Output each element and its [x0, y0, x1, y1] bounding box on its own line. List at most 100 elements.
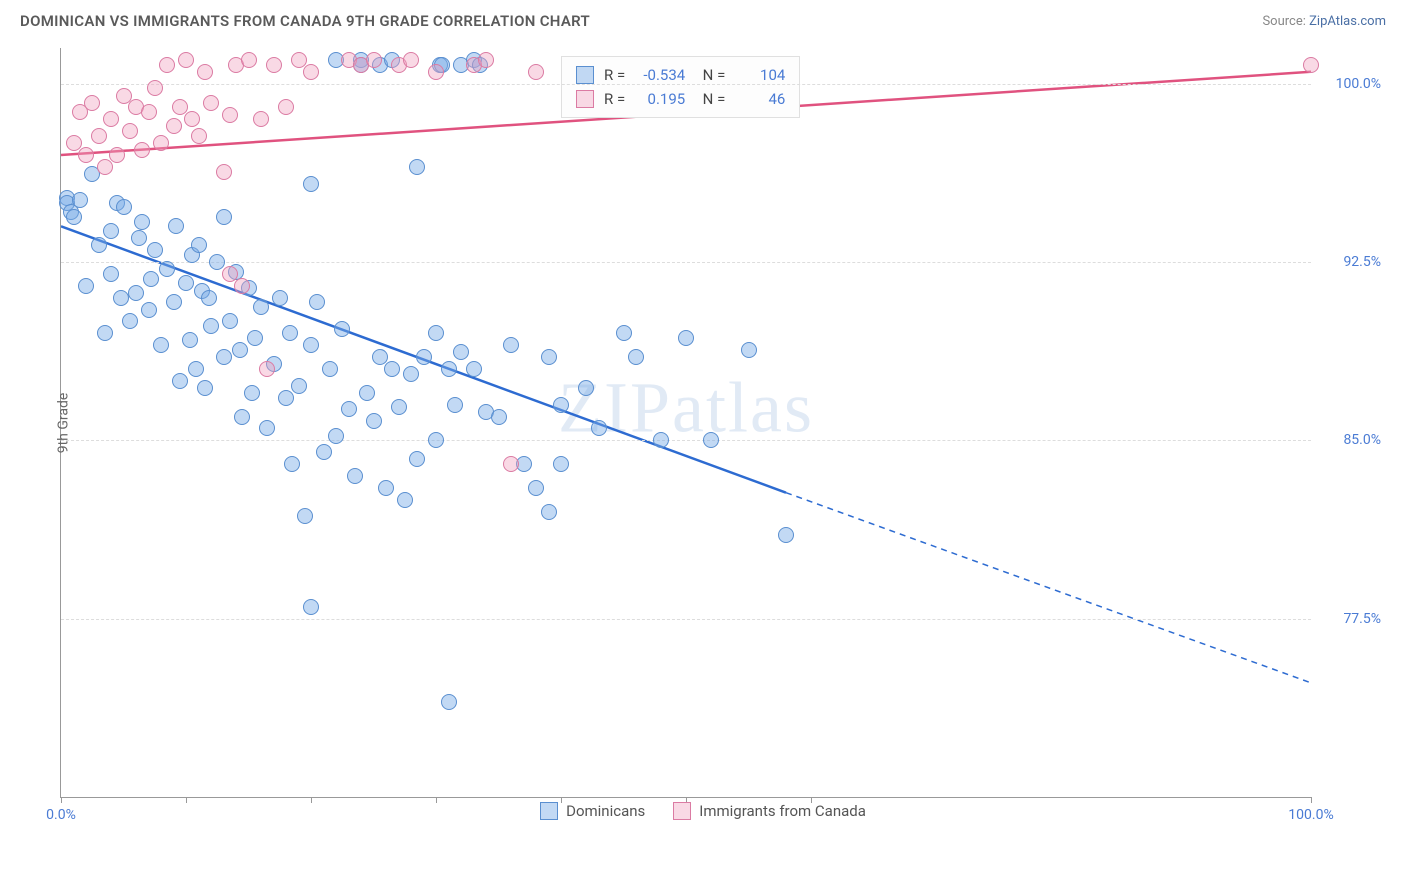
data-point: [244, 385, 260, 401]
data-point: [203, 95, 219, 111]
data-point: [303, 337, 319, 353]
data-point: [131, 230, 147, 246]
data-point: [241, 52, 257, 68]
data-point: [72, 192, 88, 208]
data-point: [84, 95, 100, 111]
data-point: [153, 337, 169, 353]
data-point: [134, 214, 150, 230]
data-point: [278, 99, 294, 115]
swatch-blue-icon: [576, 66, 594, 84]
data-point: [441, 361, 457, 377]
data-point: [128, 285, 144, 301]
data-point: [147, 242, 163, 258]
data-point: [122, 123, 138, 139]
data-point: [172, 373, 188, 389]
data-point: [703, 432, 719, 448]
data-point: [428, 325, 444, 341]
data-point: [303, 599, 319, 615]
data-point: [197, 64, 213, 80]
data-point: [159, 261, 175, 277]
data-point: [188, 361, 204, 377]
data-point: [122, 313, 138, 329]
data-point: [166, 118, 182, 134]
data-point: [232, 342, 248, 358]
data-point: [159, 57, 175, 73]
data-point: [541, 504, 557, 520]
data-point: [147, 80, 163, 96]
data-point: [278, 390, 294, 406]
data-point: [316, 444, 332, 460]
gridline: [61, 262, 1311, 263]
y-axis-title: 9th Grade: [55, 392, 71, 453]
y-tick-label: 77.5%: [1343, 611, 1381, 627]
data-point: [303, 64, 319, 80]
data-point: [282, 325, 298, 341]
data-point: [141, 104, 157, 120]
data-point: [541, 349, 557, 365]
data-point: [553, 397, 569, 413]
data-point: [409, 451, 425, 467]
data-point: [297, 508, 313, 524]
data-point: [216, 209, 232, 225]
plot-area: 9th Grade ZIPatlas R = -0.534 N = 104 R …: [60, 48, 1311, 798]
y-tick-label: 100.0%: [1336, 76, 1381, 92]
r-label: R =: [604, 87, 625, 111]
data-point: [322, 361, 338, 377]
data-point: [103, 266, 119, 282]
data-point: [478, 52, 494, 68]
r-value-pink: 0.195: [635, 87, 685, 111]
data-point: [284, 456, 300, 472]
data-point: [334, 321, 350, 337]
gridline: [61, 440, 1311, 441]
data-point: [103, 111, 119, 127]
swatch-pink-icon: [673, 802, 691, 820]
gridline: [61, 619, 1311, 620]
data-point: [428, 432, 444, 448]
data-point: [66, 209, 82, 225]
data-point: [143, 271, 159, 287]
data-point: [553, 456, 569, 472]
data-point: [222, 313, 238, 329]
data-point: [178, 52, 194, 68]
data-point: [191, 128, 207, 144]
data-point: [466, 361, 482, 377]
data-point: [91, 128, 107, 144]
data-point: [303, 176, 319, 192]
data-point: [491, 409, 507, 425]
data-point: [113, 290, 129, 306]
data-point: [203, 318, 219, 334]
data-point: [503, 456, 519, 472]
data-point: [447, 397, 463, 413]
data-point: [216, 349, 232, 365]
data-point: [441, 694, 457, 710]
data-point: [109, 147, 125, 163]
data-point: [359, 385, 375, 401]
data-point: [778, 527, 794, 543]
legend-label: Immigrants from Canada: [699, 802, 866, 820]
data-point: [428, 64, 444, 80]
source-link[interactable]: ZipAtlas.com: [1309, 14, 1386, 29]
data-point: [409, 159, 425, 175]
data-point: [216, 164, 232, 180]
chart-header: DOMINICAN VS IMMIGRANTS FROM CANADA 9TH …: [0, 0, 1406, 38]
data-point: [653, 432, 669, 448]
stats-box: R = -0.534 N = 104 R = 0.195 N = 46: [561, 56, 800, 118]
data-point: [628, 349, 644, 365]
source-attribution: Source: ZipAtlas.com: [1262, 14, 1386, 29]
trend-lines: [61, 48, 1311, 797]
data-point: [184, 111, 200, 127]
gridline: [61, 84, 1311, 85]
data-point: [178, 275, 194, 291]
data-point: [678, 330, 694, 346]
data-point: [97, 159, 113, 175]
y-tick-label: 85.0%: [1343, 432, 1381, 448]
data-point: [453, 344, 469, 360]
data-point: [97, 325, 113, 341]
data-point: [234, 409, 250, 425]
data-point: [384, 361, 400, 377]
data-point: [141, 302, 157, 318]
n-value-pink: 46: [735, 87, 785, 111]
data-point: [78, 278, 94, 294]
data-point: [391, 399, 407, 415]
swatch-blue-icon: [540, 802, 558, 820]
